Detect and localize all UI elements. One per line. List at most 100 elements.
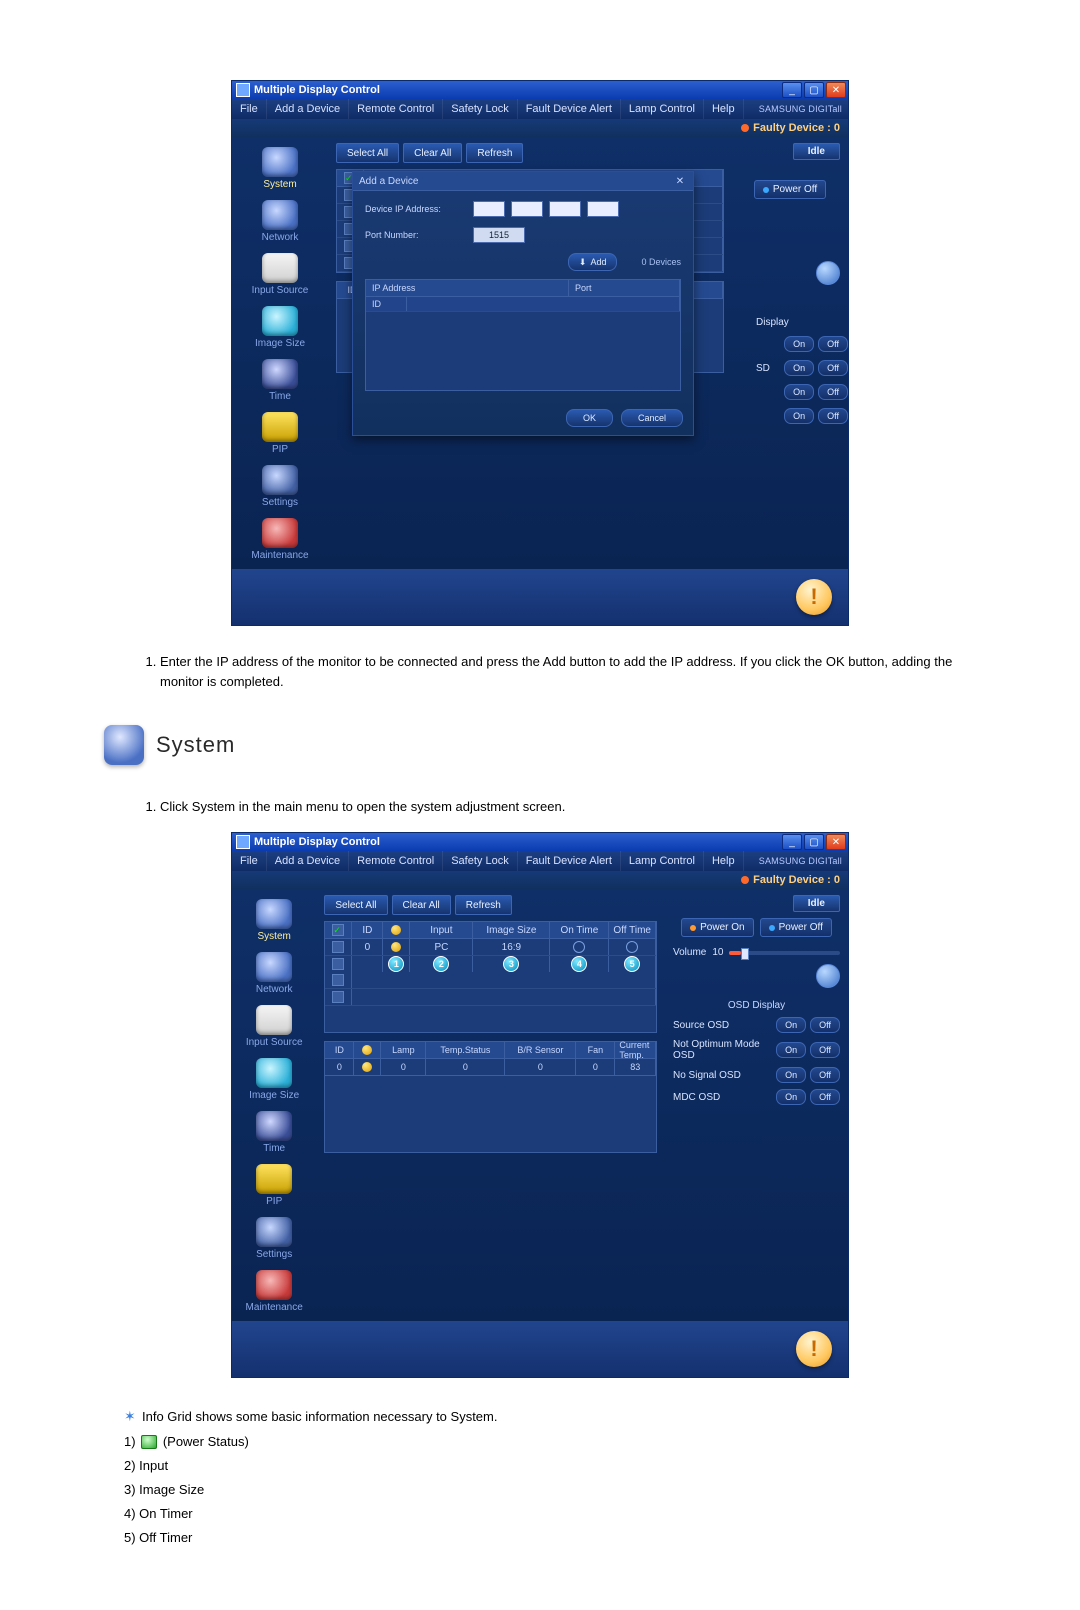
sidebar-item-time[interactable]: Time <box>240 357 320 406</box>
ip-octet-4[interactable] <box>587 201 619 217</box>
select-all-checkbox[interactable] <box>332 924 344 936</box>
sidebar-label-system: System <box>258 931 291 942</box>
osd-source-off[interactable]: Off <box>810 1017 840 1033</box>
display-on[interactable]: On <box>784 336 814 352</box>
osd-notopt-on[interactable]: On <box>776 1042 806 1058</box>
sidebar-item-time[interactable]: Time <box>234 1109 314 1158</box>
osd-nosig-off[interactable]: Off <box>810 1067 840 1083</box>
sidebar-item-system[interactable]: System <box>240 145 320 194</box>
sidebar-item-maintenance[interactable]: Maintenance <box>234 1268 314 1317</box>
sidebar-item-network[interactable]: Network <box>240 198 320 247</box>
speaker-icon[interactable] <box>816 261 840 285</box>
sd-on[interactable]: On <box>784 360 814 376</box>
menu-add-device[interactable]: Add a Device <box>267 99 349 119</box>
minimize-button[interactable]: _ <box>782 834 802 850</box>
sidebar-label-image-size: Image Size <box>255 338 305 349</box>
osd-mdc-on[interactable]: On <box>776 1089 806 1105</box>
minimize-button[interactable]: _ <box>782 82 802 98</box>
b2: 2) Input <box>124 1454 980 1478</box>
menu-add-device[interactable]: Add a Device <box>267 851 349 871</box>
ip-octet-3[interactable] <box>549 201 581 217</box>
b5: 5) Off Timer <box>124 1526 980 1550</box>
sidebar-label-time: Time <box>269 391 291 402</box>
sidebar-item-settings[interactable]: Settings <box>240 463 320 512</box>
menu-lamp-control[interactable]: Lamp Control <box>621 99 704 119</box>
menu-bar: File Add a Device Remote Control Safety … <box>232 851 848 871</box>
volume-value: 10 <box>712 947 723 958</box>
menu-lamp-control[interactable]: Lamp Control <box>621 851 704 871</box>
refresh-button[interactable]: Refresh <box>455 895 512 915</box>
sidebar-item-network[interactable]: Network <box>234 950 314 999</box>
sidebar-item-pip[interactable]: PIP <box>234 1162 314 1211</box>
port-input[interactable]: 1515 <box>473 227 525 243</box>
col2-br-sensor: B/R Sensor <box>505 1042 576 1058</box>
menu-fault-device-alert[interactable]: Fault Device Alert <box>518 851 621 871</box>
menu-file[interactable]: File <box>232 851 267 871</box>
row-checkbox[interactable] <box>332 958 344 970</box>
select-all-button[interactable]: Select All <box>336 143 399 163</box>
cell2-br: 0 <box>505 1059 576 1075</box>
table-row[interactable]: 0 0 0 0 0 83 <box>325 1059 656 1076</box>
ip-octet-2[interactable] <box>511 201 543 217</box>
pip-icon <box>256 1164 292 1194</box>
table-row[interactable]: 0 PC 16:9 <box>325 939 656 956</box>
clear-all-button[interactable]: Clear All <box>403 143 462 163</box>
osd-mdc-off[interactable]: Off <box>810 1089 840 1105</box>
maximize-button[interactable]: ▢ <box>804 82 824 98</box>
refresh-button[interactable]: Refresh <box>466 143 523 163</box>
row-checkbox[interactable] <box>332 974 344 986</box>
power-off-button[interactable]: Power Off <box>760 918 832 937</box>
row3-on[interactable]: On <box>784 384 814 400</box>
row-checkbox[interactable] <box>332 941 344 953</box>
col-off-time: Off Time <box>609 922 656 938</box>
cancel-button[interactable]: Cancel <box>621 409 683 427</box>
sidebar-label-pip: PIP <box>266 1196 282 1207</box>
sidebar-item-maintenance[interactable]: Maintenance <box>240 516 320 565</box>
row-checkbox[interactable] <box>332 991 344 1003</box>
row3-off[interactable]: Off <box>818 384 848 400</box>
speaker-icon[interactable] <box>816 964 840 988</box>
ok-button[interactable]: OK <box>566 409 613 427</box>
maximize-button[interactable]: ▢ <box>804 834 824 850</box>
sd-off[interactable]: Off <box>818 360 848 376</box>
close-button[interactable]: ✕ <box>826 82 846 98</box>
row4-on[interactable]: On <box>784 408 814 424</box>
menu-help[interactable]: Help <box>704 99 744 119</box>
sidebar-item-image-size[interactable]: Image Size <box>240 304 320 353</box>
sidebar-label-network: Network <box>262 232 299 243</box>
power-on-button[interactable]: Power On <box>681 918 753 937</box>
menu-remote-control[interactable]: Remote Control <box>349 99 443 119</box>
volume-slider[interactable] <box>729 951 840 955</box>
menu-file[interactable]: File <box>232 99 267 119</box>
pip-icon <box>262 412 298 442</box>
dialog-close-button[interactable]: ✕ <box>673 174 687 188</box>
sidebar-item-system[interactable]: System <box>234 897 314 946</box>
osd-notopt-off[interactable]: Off <box>810 1042 840 1058</box>
power-off-button[interactable]: Power Off <box>754 180 826 199</box>
device-grid: IP Address Port ID <box>365 279 681 391</box>
row4-off[interactable]: Off <box>818 408 848 424</box>
osd-nosig-on[interactable]: On <box>776 1067 806 1083</box>
sidebar-item-input-source[interactable]: Input Source <box>234 1003 314 1052</box>
input-source-icon <box>262 253 298 283</box>
osd-source-on[interactable]: On <box>776 1017 806 1033</box>
close-button[interactable]: ✕ <box>826 834 846 850</box>
ip-octet-1[interactable] <box>473 201 505 217</box>
menu-fault-device-alert[interactable]: Fault Device Alert <box>518 99 621 119</box>
on-time-indicator <box>573 941 585 953</box>
menu-safety-lock[interactable]: Safety Lock <box>443 99 517 119</box>
clear-all-button[interactable]: Clear All <box>392 895 451 915</box>
select-all-button[interactable]: Select All <box>324 895 387 915</box>
menu-bar: File Add a Device Remote Control Safety … <box>232 99 848 119</box>
menu-help[interactable]: Help <box>704 851 744 871</box>
add-button[interactable]: ⬇ Add <box>568 253 618 271</box>
faulty-bar: Faulty Device : 0 <box>232 119 848 137</box>
idle-badge: Idle <box>793 143 840 160</box>
sidebar-item-image-size[interactable]: Image Size <box>234 1056 314 1105</box>
sidebar-item-input-source[interactable]: Input Source <box>240 251 320 300</box>
sidebar-item-settings[interactable]: Settings <box>234 1215 314 1264</box>
display-off[interactable]: Off <box>818 336 848 352</box>
menu-safety-lock[interactable]: Safety Lock <box>443 851 517 871</box>
menu-remote-control[interactable]: Remote Control <box>349 851 443 871</box>
sidebar-item-pip[interactable]: PIP <box>240 410 320 459</box>
